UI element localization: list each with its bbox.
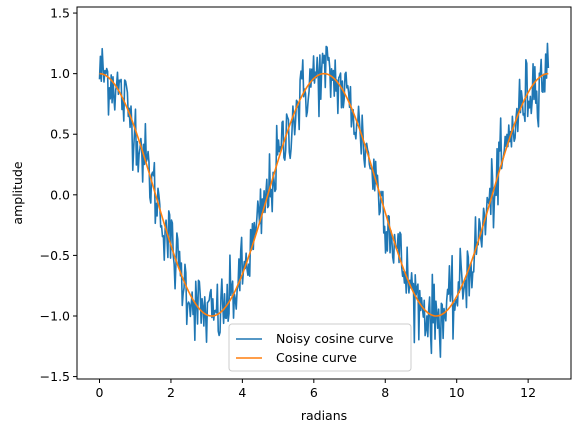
y-tick-label: −1.5 — [40, 369, 70, 384]
legend: Noisy cosine curve Cosine curve — [228, 323, 412, 372]
cosine-line — [99, 72, 549, 317]
y-axis-label: amplitude — [10, 161, 25, 224]
legend-box — [228, 323, 412, 372]
y-tick-label: 1.0 — [50, 66, 70, 81]
x-tick-label: 10 — [449, 385, 465, 400]
cosine-series-layer — [99, 72, 549, 317]
x-tick-label: 12 — [520, 385, 536, 400]
x-tick-label: 0 — [96, 385, 104, 400]
plot-frame — [76, 6, 572, 380]
y-tick-label: −0.5 — [40, 248, 70, 263]
legend-label-cosine: Cosine curve — [276, 350, 357, 365]
noisy-series-layer — [98, 42, 550, 358]
y-tick-label: 1.5 — [50, 6, 70, 21]
legend-label-noisy: Noisy cosine curve — [276, 331, 394, 346]
x-tick-label: 6 — [310, 385, 318, 400]
y-axis-ticks: −1.5 −1.0 −0.5 0.0 0.5 1.0 1.5 — [40, 6, 77, 384]
x-axis-ticks: 0 2 4 6 8 10 12 — [96, 379, 536, 400]
y-tick-label: 0.5 — [50, 127, 70, 142]
noisy-cosine-line — [98, 42, 550, 358]
x-axis-label: radians — [301, 408, 347, 423]
x-tick-label: 4 — [238, 385, 246, 400]
x-tick-label: 8 — [381, 385, 389, 400]
y-tick-label: 0.0 — [50, 187, 70, 202]
y-tick-label: −1.0 — [40, 308, 70, 323]
x-tick-label: 2 — [167, 385, 175, 400]
